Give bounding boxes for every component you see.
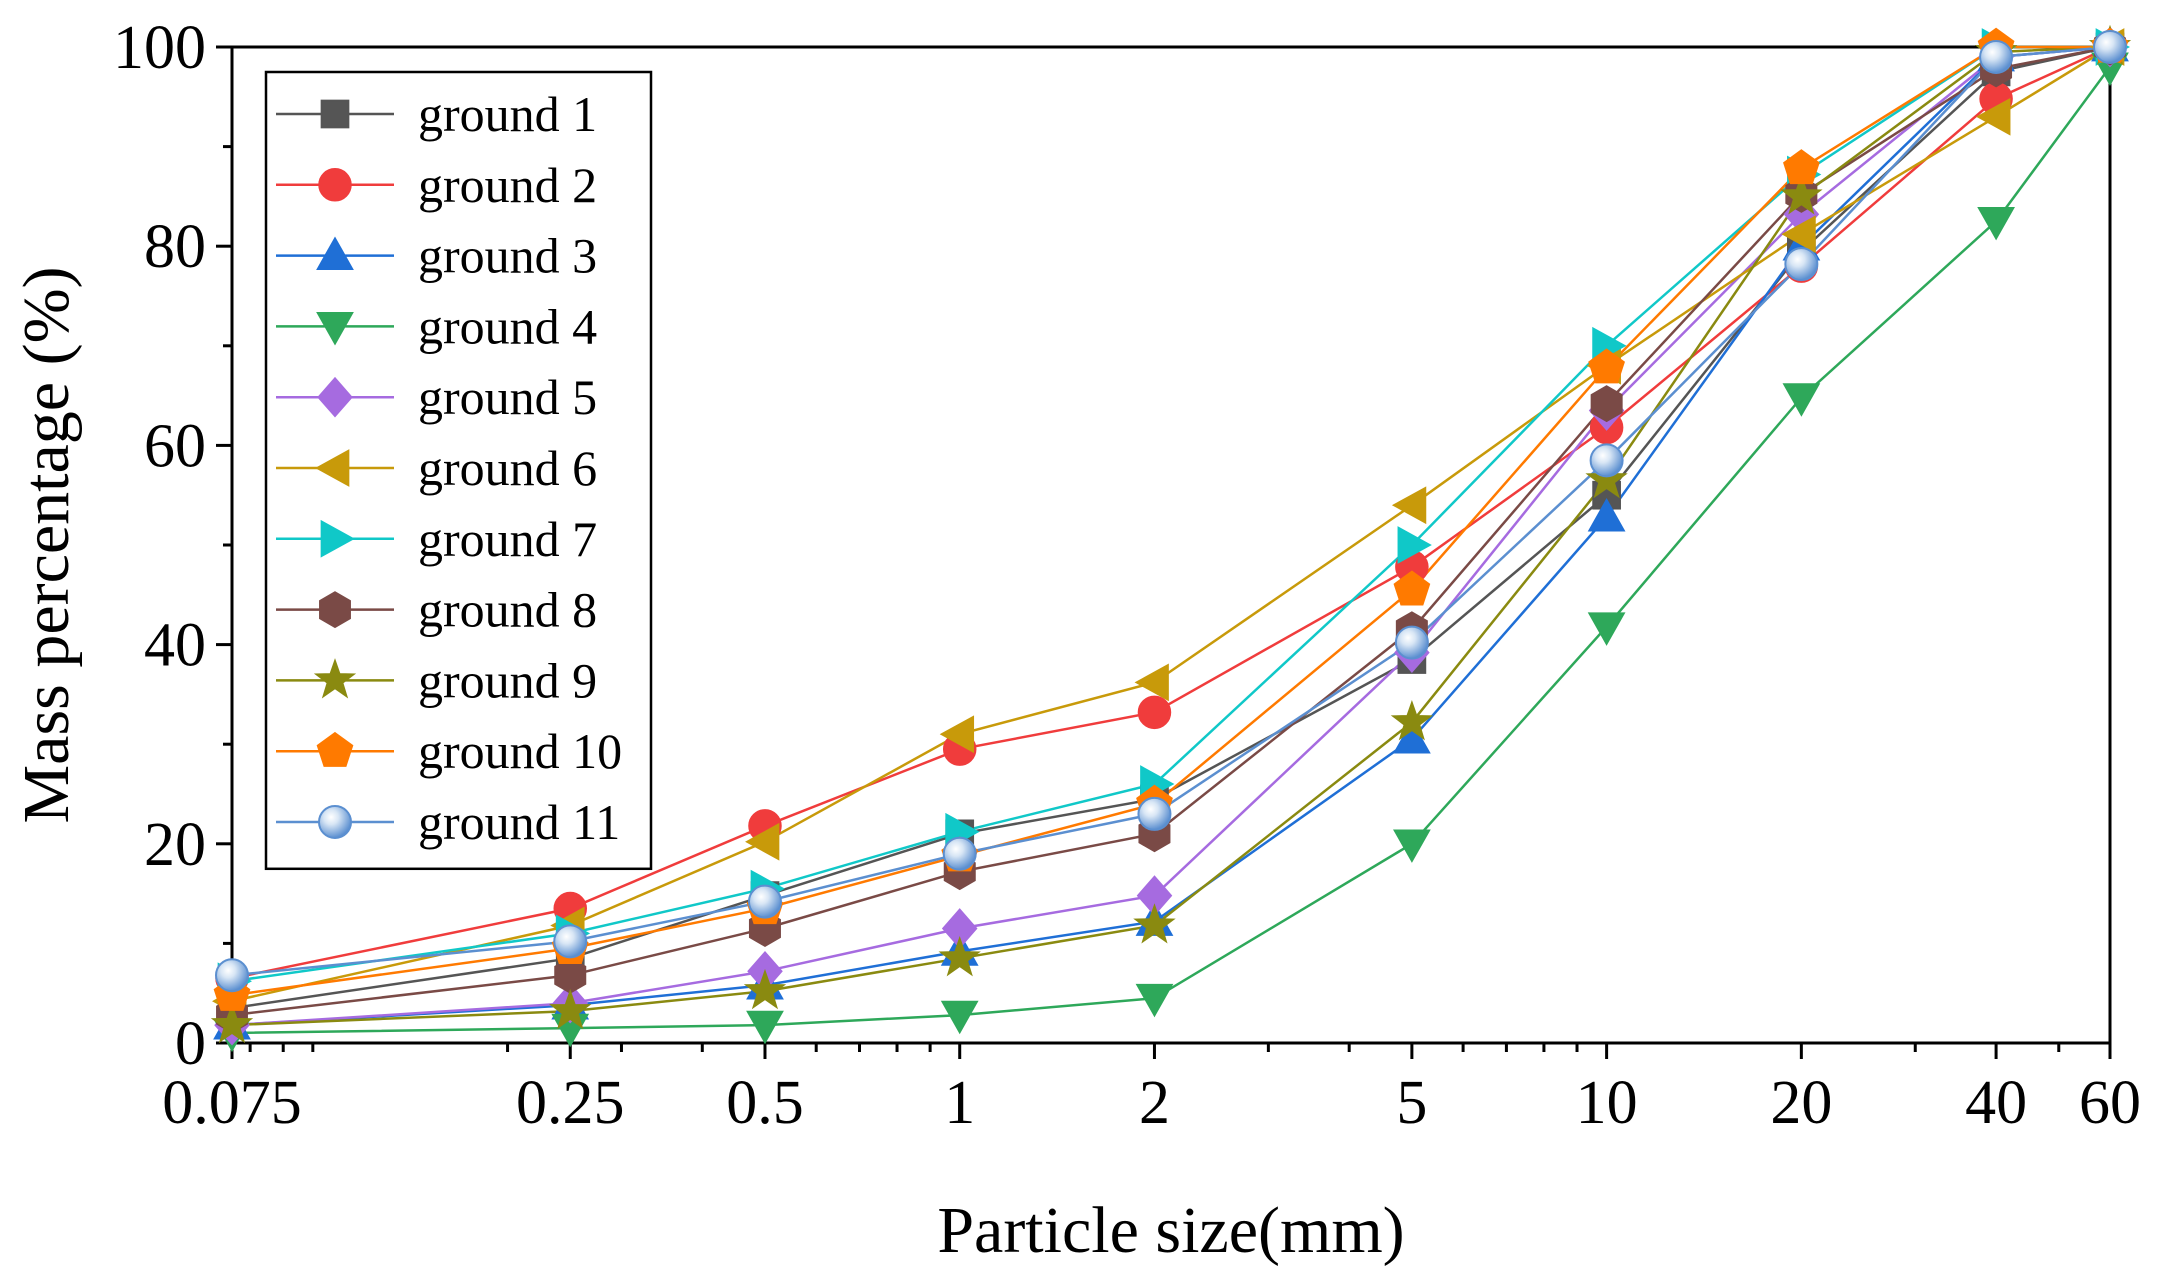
data-point-ground-6 <box>939 715 975 754</box>
data-point-ground-6 <box>1781 215 1816 254</box>
data-point-ground-10 <box>1393 570 1431 606</box>
data-point-ground-9 <box>210 1002 254 1044</box>
data-point-ground-10 <box>1588 348 1625 384</box>
data-point-ground-7 <box>1397 526 1432 564</box>
data-point-ground-9 <box>1390 700 1434 741</box>
data-point-ground-4 <box>1977 206 2015 241</box>
data-point-ground-10 <box>1783 149 1820 185</box>
data-point-ground-9 <box>1585 458 1628 499</box>
x-tick-label: 60 <box>2079 1069 2141 1137</box>
data-point-ground-11 <box>553 924 588 959</box>
data-point-ground-11 <box>942 836 977 871</box>
data-point-ground-4 <box>1782 383 1821 417</box>
legend-label: ground 3 <box>418 228 597 284</box>
x-tick-label: 0.5 <box>726 1069 804 1137</box>
x-tick-label: 1 <box>944 1069 975 1137</box>
series-line-ground-9 <box>232 45 2111 1027</box>
data-point-ground-8 <box>1590 385 1623 423</box>
data-point-ground-3 <box>1587 497 1626 532</box>
legend-marker <box>319 591 351 629</box>
x-tick-label: 0.25 <box>516 1069 625 1137</box>
legend-label: ground 1 <box>418 86 597 142</box>
data-point-ground-9 <box>1133 903 1176 944</box>
data-point-ground-6 <box>1134 663 1169 702</box>
y-axis-title: Mass percentage (%) <box>10 266 83 823</box>
legend-label: ground 6 <box>418 440 597 496</box>
y-tick-label: 80 <box>144 213 206 281</box>
data-point-ground-11 <box>747 884 782 919</box>
data-point-ground-4 <box>1393 829 1431 863</box>
legend-label: ground 8 <box>418 582 597 638</box>
legend-marker <box>317 376 353 418</box>
data-point-ground-4 <box>1587 612 1626 646</box>
series-line-ground-8 <box>232 45 2111 1017</box>
y-tick-label: 100 <box>113 14 206 82</box>
data-point-ground-9 <box>1780 174 1823 215</box>
legend-label: ground 11 <box>418 794 620 850</box>
series-line-ground-3 <box>232 45 2111 1027</box>
series-line-ground-10 <box>232 45 2110 997</box>
data-point-ground-4 <box>746 1010 784 1045</box>
x-tick-label: 0.075 <box>162 1069 302 1137</box>
data-point-ground-11 <box>1979 39 2014 74</box>
x-tick-label: 20 <box>1770 1069 1832 1137</box>
data-point-ground-11 <box>1589 443 1624 478</box>
legend-label: ground 5 <box>418 369 597 425</box>
legend-marker <box>316 731 354 767</box>
legend-marker <box>315 449 350 487</box>
y-tick-label: 0 <box>175 1010 206 1078</box>
markers-group <box>210 24 2132 1053</box>
data-point-ground-6 <box>1391 486 1427 525</box>
legend-label: ground 4 <box>418 298 597 354</box>
legend-marker <box>318 168 352 202</box>
series-line-ground-2 <box>232 45 2111 980</box>
x-tick-label: 40 <box>1965 1069 2027 1137</box>
legend-marker <box>318 805 352 839</box>
data-point-ground-9 <box>938 936 981 977</box>
series-line-ground-5 <box>232 45 2111 1027</box>
x-axis-title: Particle size(mm) <box>937 1194 1404 1267</box>
y-tick-label: 20 <box>144 811 206 879</box>
legend-marker <box>313 658 357 699</box>
data-point-ground-11 <box>1394 625 1429 660</box>
data-point-ground-6 <box>1976 97 2011 136</box>
x-tick-label: 2 <box>1139 1069 1170 1137</box>
data-point-ground-6 <box>745 822 780 861</box>
legend-marker <box>316 236 354 270</box>
data-point-ground-11 <box>2093 30 2127 64</box>
data-point-ground-9 <box>549 988 592 1030</box>
data-point-ground-4 <box>940 1000 979 1035</box>
series-line-ground-11 <box>232 45 2111 977</box>
legend-label: ground 2 <box>418 157 597 213</box>
axes: 0 20 40 60 80 100 0.075 0.25 0.5 1 2 5 10 20 40 60 <box>113 14 2141 1137</box>
x-tick-label: 5 <box>1396 1069 1427 1137</box>
series-line-ground-4 <box>232 66 2112 1035</box>
legend-marker <box>320 99 350 129</box>
x-tick-label: 10 <box>1576 1069 1638 1137</box>
legend-label: ground 7 <box>418 511 597 567</box>
data-point-ground-11 <box>1137 796 1172 831</box>
data-point-ground-9 <box>743 968 787 1010</box>
series-line-ground-7 <box>232 45 2110 983</box>
legend-label: ground 9 <box>418 652 597 708</box>
series-group <box>232 45 2112 1035</box>
legend: ground 1 ground 2 ground 3 ground 4 ground 5… <box>264 70 653 871</box>
data-point-ground-2 <box>1137 695 1172 730</box>
series-line-ground-6 <box>232 45 2111 1003</box>
legend-label: ground 10 <box>418 723 622 779</box>
y-tick-label: 40 <box>144 612 206 680</box>
legend-marker <box>320 519 355 558</box>
y-tick-label: 60 <box>144 412 206 480</box>
legend-marker <box>316 312 354 346</box>
data-point-ground-11 <box>215 958 249 993</box>
data-point-ground-11 <box>1784 247 1819 282</box>
data-point-ground-4 <box>1135 983 1174 1018</box>
